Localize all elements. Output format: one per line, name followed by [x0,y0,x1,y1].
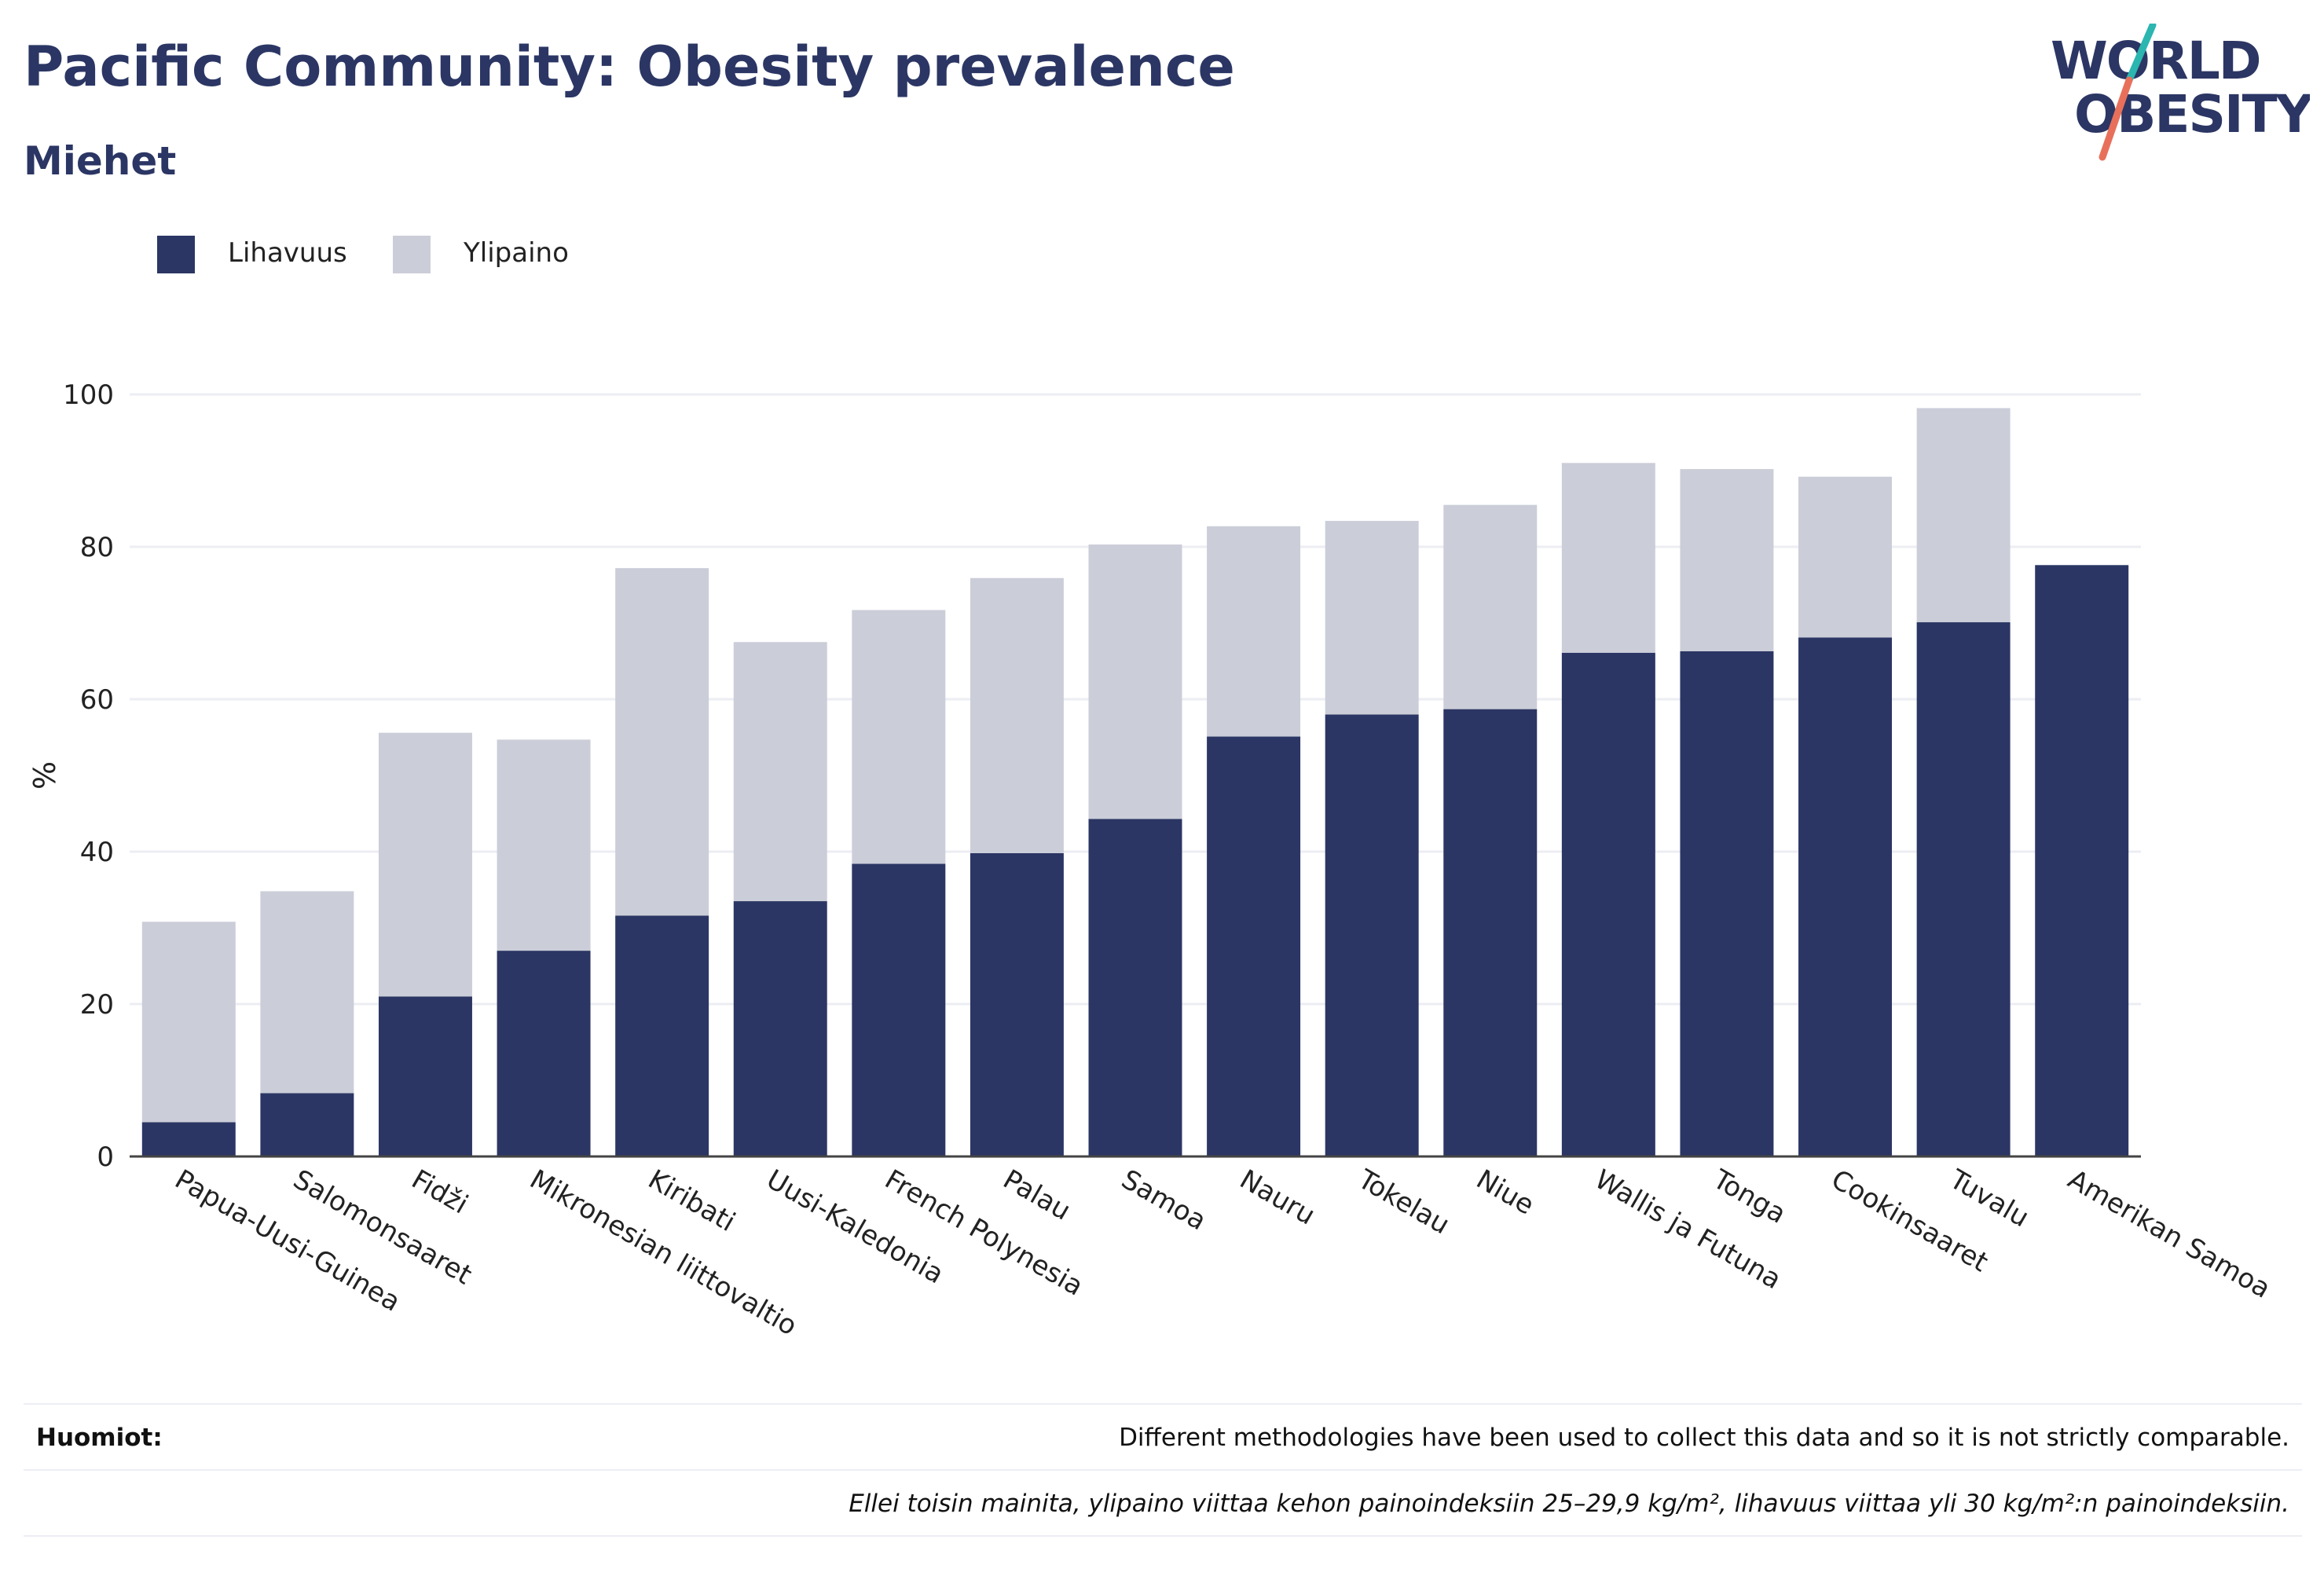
bar-ylipaino-7[interactable] [970,577,1064,853]
x-tick-label: Niue [1471,1164,1539,1221]
bar-ylipaino-1[interactable] [260,891,354,1094]
x-tick-label: Tokelau [1352,1164,1455,1241]
bar-ylipaino-11[interactable] [1443,504,1538,709]
bar-lihavuus-3[interactable] [497,951,591,1156]
x-tick-label: Tuvalu [1944,1164,2034,1234]
legend-swatch-ylipaino [393,236,431,273]
y-axis: 0 20 40 60 80 100 [63,379,114,1173]
logo-line-1: WORLD [2051,31,2260,91]
bar-ylipaino-8[interactable] [1088,544,1182,819]
bar-lihavuus-2[interactable] [378,996,472,1156]
bar-lihavuus-1[interactable] [260,1093,354,1156]
bar-ylipaino-13[interactable] [1680,469,1774,651]
bar-lihavuus-12[interactable] [1561,652,1655,1156]
bar-ylipaino-10[interactable] [1325,521,1419,715]
y-axis-label: % [27,761,62,790]
bars [141,408,2129,1156]
bar-ylipaino-4[interactable] [615,568,709,916]
y-tick-label: 0 [97,1142,114,1173]
x-tick-label: Nauru [1234,1164,1321,1231]
x-tick-label: Tonga [1707,1164,1791,1230]
notes-row: Huomiot: Different methodologies have be… [24,1403,2302,1469]
stacked-bar-chart: 0 20 40 60 80 100 Papua-Uusi-GuineaSalomonsaa… [27,379,2276,1342]
bar-ylipaino-2[interactable] [378,732,472,997]
legend-label-lihavuus: Lihavuus [228,237,347,269]
bar-ylipaino-12[interactable] [1561,463,1655,653]
x-tick-label: Palau [998,1164,1076,1226]
x-tick-label: Papua-Uusi-Guinea [170,1164,405,1318]
definition-text: Ellei toisin mainita, ylipaino viittaa k… [849,1490,2289,1518]
bar-ylipaino-0[interactable] [141,922,236,1123]
x-tick-label: Samoa [1116,1164,1211,1237]
notes-section: Huomiot: Different methodologies have be… [24,1403,2302,1537]
bar-lihavuus-7[interactable] [970,852,1064,1156]
definition-row: Ellei toisin mainita, ylipaino viittaa k… [24,1469,2302,1537]
bar-ylipaino-3[interactable] [497,739,591,951]
bar-lihavuus-5[interactable] [733,901,827,1156]
bar-lihavuus-0[interactable] [141,1122,236,1156]
x-tick-label: Amerikan Samoa [2062,1164,2275,1305]
y-tick-label: 80 [80,532,114,563]
notes-text: Different methodologies have been used t… [1119,1424,2289,1452]
bar-ylipaino-15[interactable] [1916,408,2011,623]
bar-ylipaino-9[interactable] [1207,526,1301,737]
bar-ylipaino-14[interactable] [1798,476,1893,638]
chart-subtitle: Miehet [24,138,177,184]
notes-label: Huomiot: [36,1424,163,1452]
x-tick-label: French Polynesia [879,1164,1088,1303]
y-tick-label: 100 [63,379,114,411]
logo-slash-coral [2099,76,2133,161]
logo-slash-teal [2125,24,2157,84]
legend-label-ylipaino: Ylipaino [464,237,569,269]
y-tick-label: 60 [80,684,114,716]
bar-lihavuus-4[interactable] [615,915,709,1156]
bar-lihavuus-8[interactable] [1088,819,1182,1156]
legend-swatch-lihavuus [157,236,195,273]
y-tick-label: 20 [80,989,114,1021]
bar-lihavuus-15[interactable] [1916,622,2011,1156]
bar-lihavuus-11[interactable] [1443,709,1538,1156]
bar-ylipaino-6[interactable] [852,610,946,864]
chart-title: Pacific Community: Obesity prevalence [24,35,1235,99]
bar-lihavuus-6[interactable] [852,863,946,1156]
y-tick-label: 40 [80,837,114,868]
bar-lihavuus-16[interactable] [2035,565,2129,1156]
bar-lihavuus-9[interactable] [1207,736,1301,1156]
world-obesity-logo: WORLD OBESITY [2051,24,2310,161]
bar-lihavuus-13[interactable] [1680,651,1774,1156]
bar-ylipaino-5[interactable] [733,642,827,902]
bar-lihavuus-10[interactable] [1325,714,1419,1156]
x-tick-label: Fidži [406,1164,473,1220]
x-tick-label: Kiribati [643,1164,740,1238]
bar-lihavuus-14[interactable] [1798,637,1893,1156]
